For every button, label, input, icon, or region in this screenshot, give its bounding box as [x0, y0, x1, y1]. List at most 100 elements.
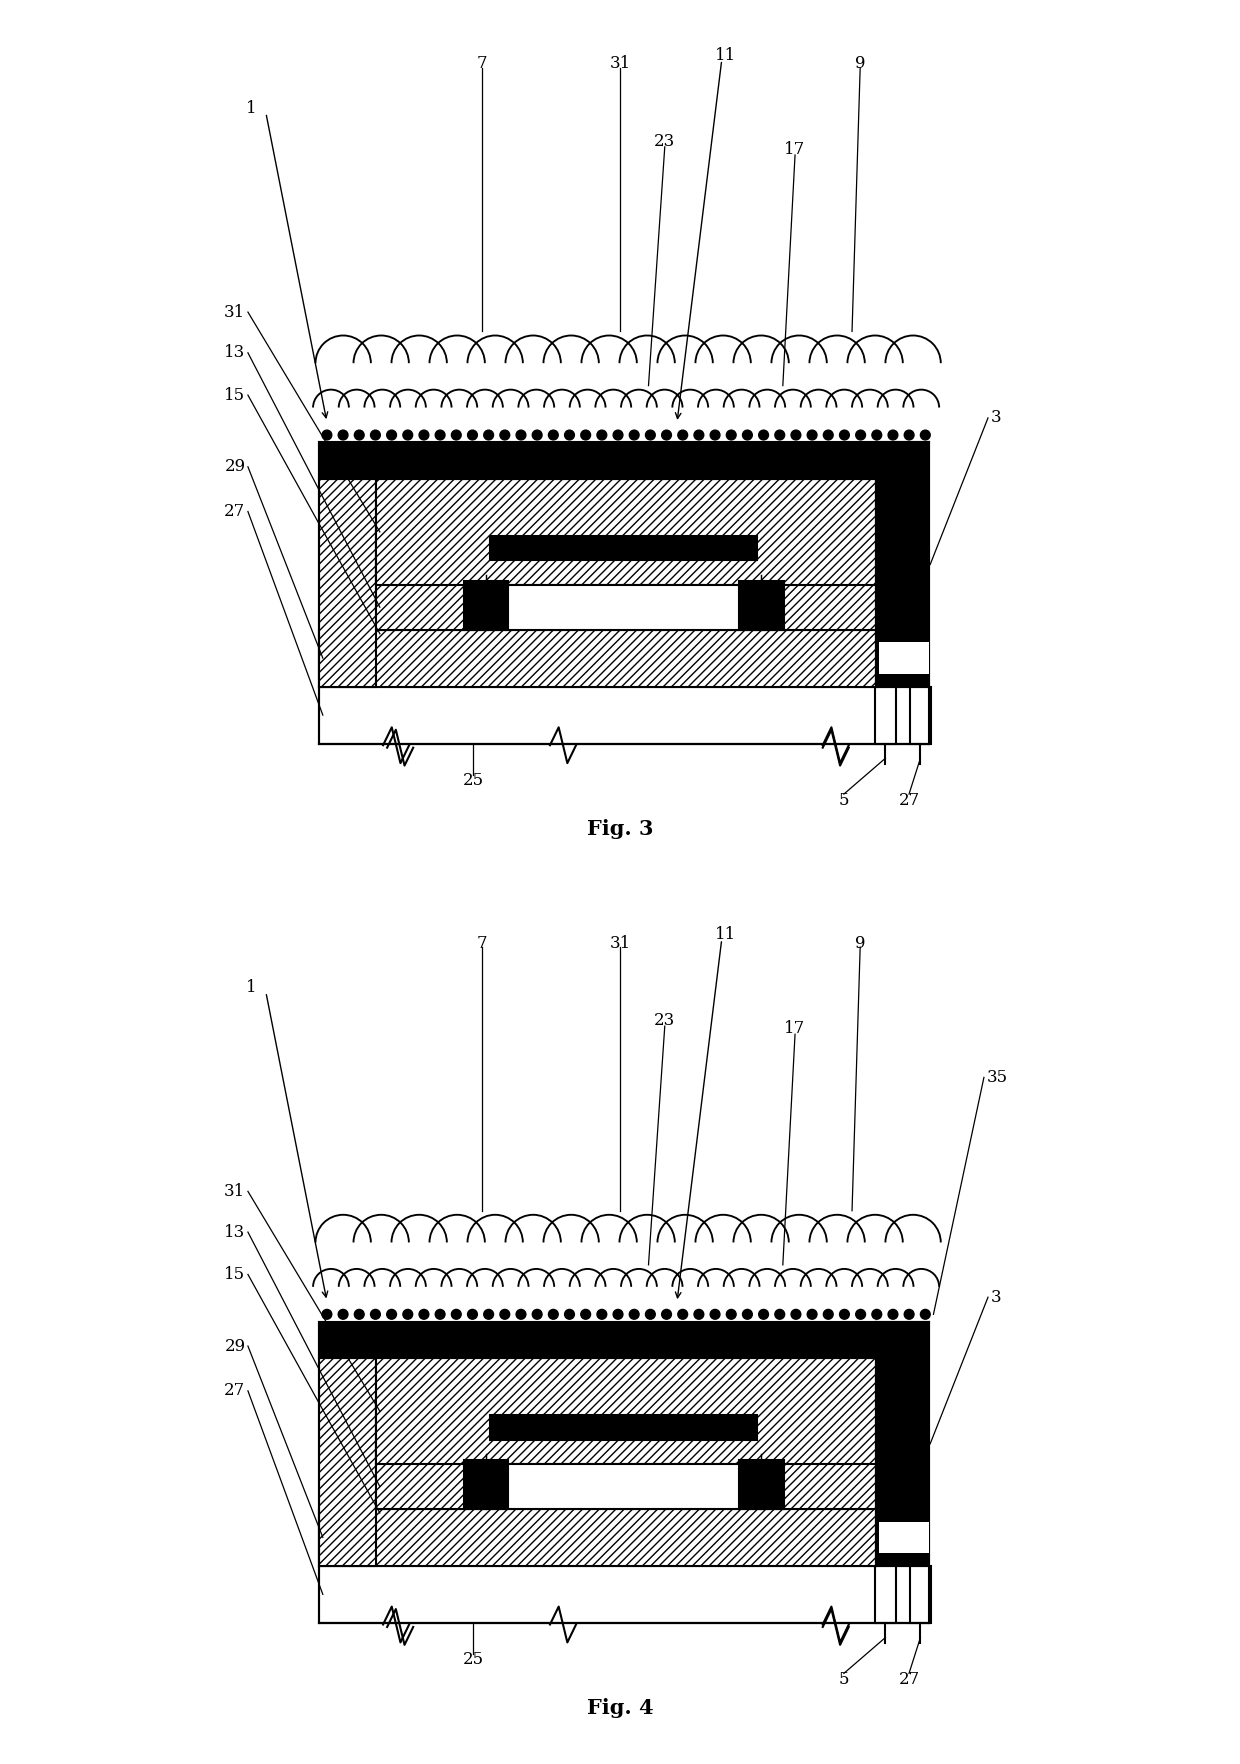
Text: 9: 9 [854, 935, 866, 951]
Bar [877, 443, 929, 686]
Bar [319, 1321, 877, 1358]
Circle shape [904, 1309, 914, 1319]
Text: 27: 27 [899, 792, 920, 810]
Circle shape [355, 430, 365, 439]
Text: 15: 15 [224, 386, 246, 404]
Circle shape [467, 1309, 477, 1319]
Text: 15: 15 [224, 1267, 246, 1282]
Text: 1: 1 [246, 979, 257, 997]
Bar [319, 1566, 929, 1623]
Circle shape [548, 430, 558, 439]
Circle shape [451, 430, 461, 439]
Bar [319, 443, 877, 480]
Text: 27: 27 [224, 1383, 246, 1399]
Circle shape [630, 1309, 639, 1319]
Circle shape [516, 430, 526, 439]
Circle shape [500, 430, 510, 439]
Circle shape [839, 1309, 849, 1319]
Bar [875, 1566, 895, 1623]
Circle shape [646, 1309, 655, 1319]
Bar [739, 1461, 784, 1508]
Bar [376, 480, 877, 586]
Bar [319, 1508, 877, 1566]
Text: 17: 17 [785, 141, 806, 157]
Bar [910, 686, 930, 744]
Bar [490, 1415, 758, 1439]
Circle shape [435, 430, 445, 439]
Circle shape [339, 1309, 348, 1319]
Circle shape [856, 1309, 866, 1319]
Circle shape [580, 1309, 590, 1319]
Circle shape [743, 430, 753, 439]
Circle shape [920, 1309, 930, 1319]
Circle shape [662, 1309, 671, 1319]
Circle shape [516, 1309, 526, 1319]
Circle shape [419, 430, 429, 439]
Circle shape [484, 1309, 494, 1319]
Text: 31: 31 [224, 303, 246, 321]
Circle shape [322, 430, 332, 439]
Bar [319, 1358, 376, 1566]
Circle shape [548, 1309, 558, 1319]
Circle shape [759, 1309, 769, 1319]
Text: 31: 31 [609, 935, 631, 951]
Bar [879, 642, 929, 674]
Text: 27: 27 [899, 1671, 920, 1688]
Text: 3: 3 [991, 409, 1001, 427]
Circle shape [403, 1309, 413, 1319]
Text: 3: 3 [991, 1289, 1001, 1305]
Circle shape [371, 430, 381, 439]
Text: 25: 25 [463, 771, 484, 789]
Circle shape [791, 1309, 801, 1319]
Text: 7: 7 [476, 935, 487, 951]
Circle shape [435, 1309, 445, 1319]
Circle shape [839, 430, 849, 439]
Circle shape [727, 430, 737, 439]
Bar [464, 1461, 508, 1508]
Circle shape [532, 430, 542, 439]
Text: 5: 5 [838, 1671, 849, 1688]
Text: 11: 11 [715, 48, 737, 64]
Circle shape [807, 430, 817, 439]
Text: 11: 11 [715, 926, 737, 944]
Text: 27: 27 [224, 503, 246, 520]
Circle shape [613, 1309, 622, 1319]
Circle shape [807, 1309, 817, 1319]
Circle shape [646, 430, 655, 439]
Circle shape [888, 430, 898, 439]
Circle shape [856, 430, 866, 439]
Bar [376, 524, 486, 630]
Bar [761, 524, 877, 630]
Text: Fig. 3: Fig. 3 [587, 818, 653, 840]
Circle shape [596, 430, 606, 439]
Circle shape [596, 1309, 606, 1319]
Circle shape [775, 1309, 785, 1319]
Text: 13: 13 [224, 344, 246, 362]
Text: 23: 23 [655, 132, 676, 150]
Circle shape [564, 430, 574, 439]
Text: 23: 23 [655, 1013, 676, 1028]
Text: 7: 7 [476, 55, 487, 72]
Circle shape [888, 1309, 898, 1319]
Text: 13: 13 [224, 1224, 246, 1240]
Circle shape [775, 430, 785, 439]
Circle shape [322, 1309, 332, 1319]
Circle shape [662, 430, 671, 439]
Circle shape [419, 1309, 429, 1319]
Circle shape [694, 430, 704, 439]
Text: 1: 1 [246, 101, 257, 116]
Bar [486, 586, 761, 630]
Circle shape [467, 430, 477, 439]
Text: 29: 29 [224, 1337, 246, 1355]
Text: 9: 9 [854, 55, 866, 72]
Bar [910, 1566, 930, 1623]
Circle shape [920, 430, 930, 439]
Circle shape [904, 430, 914, 439]
Bar [376, 1402, 486, 1508]
Bar [319, 630, 877, 686]
Circle shape [791, 430, 801, 439]
Circle shape [759, 430, 769, 439]
Bar [319, 686, 929, 744]
Bar [761, 1402, 877, 1508]
Bar [875, 686, 895, 744]
